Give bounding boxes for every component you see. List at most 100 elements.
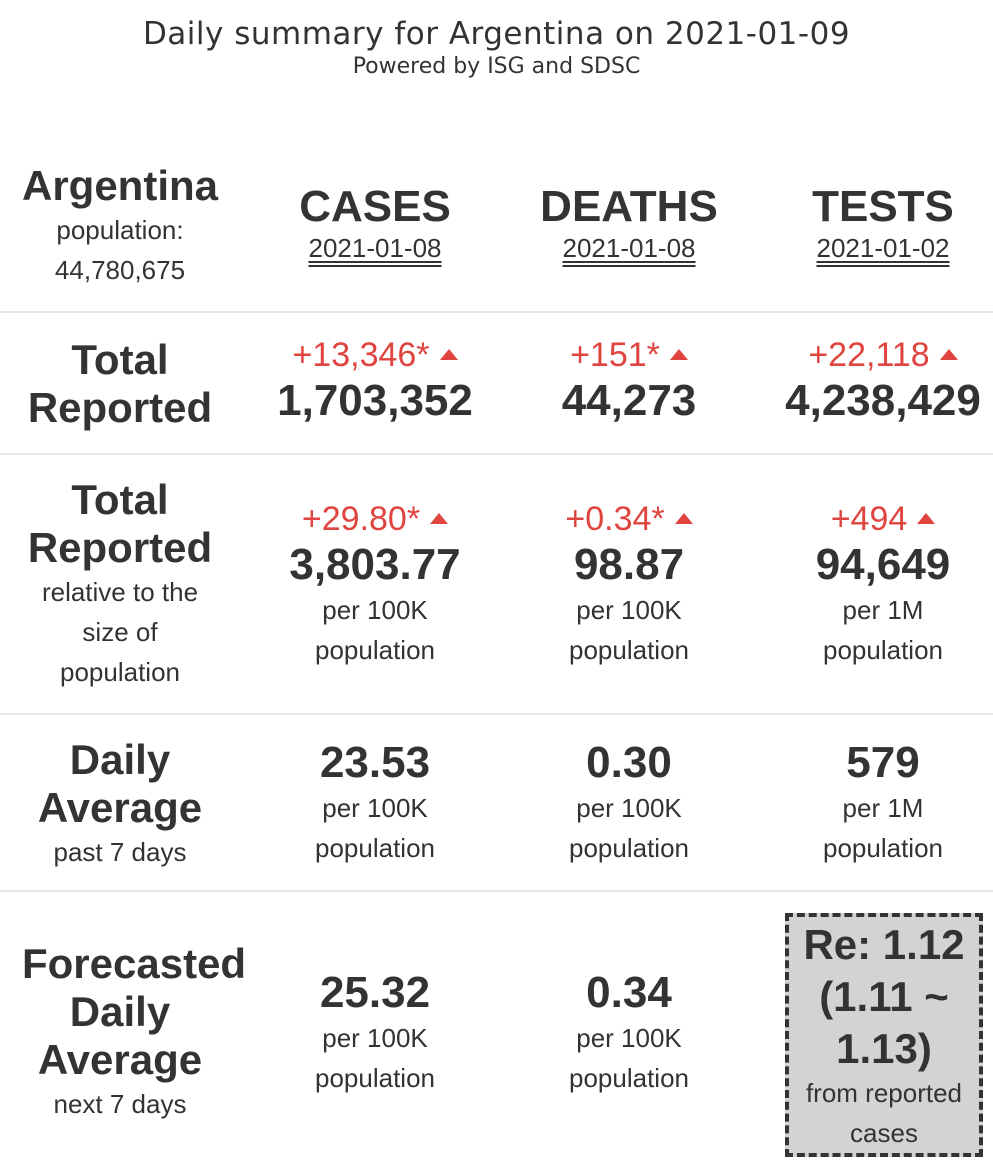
- row-label-line: Daily: [69, 988, 171, 1035]
- re-source: cases: [850, 1118, 918, 1148]
- re-source: from reported: [805, 1078, 963, 1108]
- unit-label: per 100K: [322, 793, 428, 823]
- re-range: (1.11 ~: [819, 973, 949, 1020]
- tests-total-cell: +22,118 4,238,429: [756, 334, 993, 426]
- cases-column-header: CASES 2021-01-08: [248, 182, 502, 264]
- re-estimate-box: Re: 1.12 (1.11 ~ 1.13) from reported cas…: [785, 913, 983, 1157]
- total-value: 44,273: [561, 376, 697, 425]
- daily-increase: +0.34*: [502, 498, 756, 540]
- increase-value: +0.34*: [565, 500, 665, 538]
- population-value: 44,780,675: [54, 255, 186, 285]
- deaths-total-cell: +151* 44,273: [502, 334, 756, 426]
- row-label-line: Total: [71, 476, 169, 523]
- country-name: Argentina: [21, 162, 218, 209]
- row-label-line: Average: [37, 784, 203, 831]
- daily-increase: +29.80*: [248, 498, 502, 540]
- column-title: CASES: [299, 182, 451, 231]
- re-range: 1.13): [836, 1025, 932, 1072]
- daily-increase: +22,118: [756, 334, 993, 376]
- row-label: Total Reported relative to the size of p…: [0, 476, 240, 692]
- total-value: 1,703,352: [277, 376, 473, 425]
- unit-label: per 1M: [842, 595, 924, 625]
- cases-relative-cell: +29.80* 3,803.77 per 100K population: [248, 498, 502, 670]
- unit-label: population: [315, 833, 435, 863]
- column-date: 2021-01-08: [308, 233, 442, 263]
- row-label-line: Reported: [27, 384, 213, 431]
- report-header: Daily summary for Argentina on 2021-01-0…: [0, 14, 993, 80]
- increase-value: +13,346*: [292, 336, 430, 374]
- row-sublabel: past 7 days: [53, 837, 187, 867]
- row-sublabel: relative to the: [41, 577, 199, 607]
- column-title: DEATHS: [540, 182, 718, 231]
- average-value: 0.30: [586, 738, 672, 787]
- unit-label: population: [823, 635, 943, 665]
- average-value: 23.53: [319, 738, 431, 787]
- total-value: 4,238,429: [785, 376, 981, 425]
- row-sublabel: population: [60, 657, 180, 687]
- average-value: 579: [846, 738, 920, 787]
- tests-relative-cell: +494 94,649 per 1M population: [756, 498, 993, 670]
- tests-column-header: TESTS 2021-01-02: [756, 182, 993, 264]
- daily-increase: +151*: [502, 334, 756, 376]
- daily-increase: +494: [756, 498, 993, 540]
- unit-label: population: [569, 833, 689, 863]
- unit-label: per 100K: [322, 1023, 428, 1053]
- row-label: Forecasted Daily Average next 7 days: [0, 940, 278, 1124]
- row-label-line: Reported: [27, 524, 213, 571]
- deaths-forecast-cell: 0.34 per 100K population: [502, 968, 756, 1098]
- increase-value: +494: [830, 500, 908, 538]
- page-title: Daily summary for Argentina on 2021-01-0…: [142, 16, 851, 52]
- triangle-up-icon: [674, 512, 693, 524]
- tests-daily-average-cell: 579 per 1M population: [756, 738, 993, 868]
- column-title: TESTS: [812, 182, 954, 231]
- population-label: population:: [56, 215, 184, 245]
- unit-label: per 100K: [576, 1023, 682, 1053]
- unit-label: population: [569, 635, 689, 665]
- country-cell: Argentina population: 44,780,675: [0, 162, 240, 290]
- cases-forecast-cell: 25.32 per 100K population: [248, 968, 502, 1098]
- row-label: Total Reported: [0, 336, 240, 432]
- triangle-up-icon: [430, 512, 449, 524]
- row-label-line: Forecasted: [22, 940, 247, 987]
- triangle-up-icon: [439, 348, 458, 360]
- deaths-relative-cell: +0.34* 98.87 per 100K population: [502, 498, 756, 670]
- triangle-up-icon: [669, 348, 688, 360]
- row-sublabel: size of: [82, 617, 158, 647]
- page-subtitle: Powered by ISG and SDSC: [352, 54, 641, 79]
- forecast-value: 25.32: [319, 968, 431, 1017]
- row-divider: [0, 311, 993, 313]
- deaths-column-header: DEATHS 2021-01-08: [502, 182, 756, 264]
- row-divider: [0, 890, 993, 892]
- column-date: 2021-01-08: [562, 233, 696, 263]
- triangle-up-icon: [917, 512, 936, 524]
- row-label-line: Daily: [69, 736, 171, 783]
- cases-total-cell: +13,346* 1,703,352: [248, 334, 502, 426]
- row-divider: [0, 713, 993, 715]
- relative-value: 3,803.77: [289, 540, 461, 589]
- unit-label: population: [315, 1063, 435, 1093]
- unit-label: per 100K: [576, 595, 682, 625]
- column-date: 2021-01-02: [816, 233, 950, 263]
- unit-label: population: [823, 833, 943, 863]
- increase-value: +22,118: [808, 336, 930, 374]
- deaths-daily-average-cell: 0.30 per 100K population: [502, 738, 756, 868]
- row-label: Daily Average past 7 days: [0, 736, 240, 872]
- re-value: Re: 1.12: [803, 921, 965, 968]
- relative-value: 98.87: [573, 540, 685, 589]
- unit-label: per 100K: [576, 793, 682, 823]
- relative-value: 94,649: [815, 540, 951, 589]
- daily-increase: +13,346*: [248, 334, 502, 376]
- unit-label: per 1M: [842, 793, 924, 823]
- forecast-value: 0.34: [586, 968, 672, 1017]
- unit-label: per 100K: [322, 595, 428, 625]
- increase-value: +29.80*: [301, 500, 421, 538]
- triangle-up-icon: [939, 348, 958, 360]
- row-divider: [0, 453, 993, 455]
- row-label-line: Average: [37, 1036, 203, 1083]
- row-sublabel: next 7 days: [53, 1089, 187, 1119]
- unit-label: population: [569, 1063, 689, 1093]
- unit-label: population: [315, 635, 435, 665]
- cases-daily-average-cell: 23.53 per 100K population: [248, 738, 502, 868]
- increase-value: +151*: [570, 336, 660, 374]
- row-label-line: Total: [71, 336, 169, 383]
